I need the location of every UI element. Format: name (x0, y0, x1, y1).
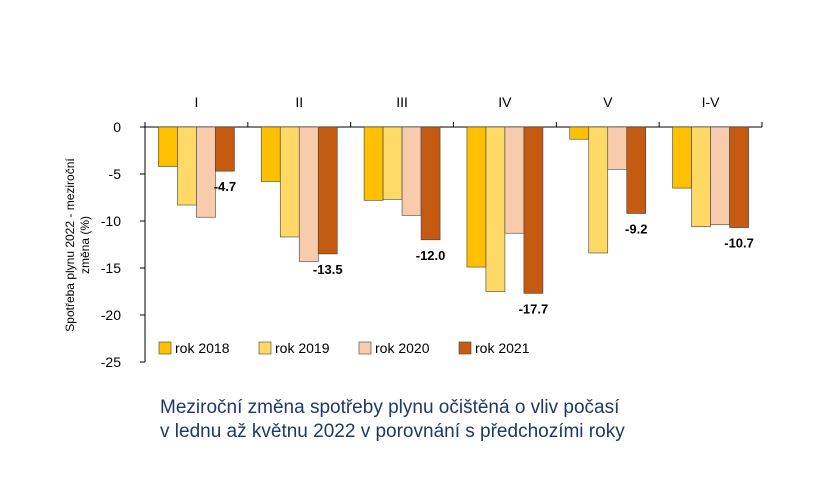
legend-label: rok 2019 (275, 340, 330, 356)
bar-rok-2020-V (607, 126, 628, 170)
data-label: -9.2 (625, 221, 647, 236)
caption-line-2: v lednu až květnu 2022 v porovnání s pře… (160, 421, 625, 442)
y-tick-label: -15 (101, 260, 121, 276)
bar-rok-2018-III (363, 126, 384, 201)
bar-rok-2019-V (588, 126, 609, 254)
bar-rok-2018-I-V (672, 126, 692, 189)
y-axis-title-line: Spotřeba plynu 2022 - meziroční (63, 158, 77, 332)
bar-rok-2019-IV (485, 126, 506, 292)
legend-swatch (358, 341, 372, 355)
y-tick-label: -25 (101, 354, 121, 370)
bar-rok-2019-II (279, 126, 300, 238)
bar-rok-2021-V (626, 126, 647, 214)
bar-rok-2020-IV (504, 126, 525, 234)
bar-rok-2021-I (215, 126, 235, 172)
bar-rok-2021-III (420, 126, 441, 241)
bar-rok-2020-III (401, 126, 422, 216)
legend-label: rok 2021 (475, 340, 530, 356)
data-label: -4.7 (214, 179, 236, 194)
legend-swatch (158, 341, 172, 355)
category-label: IV (498, 94, 512, 110)
bar-rok-2020-I-V (710, 126, 730, 226)
category-label: II (295, 94, 303, 110)
bar-rok-2018-IV (466, 126, 487, 268)
data-label: -17.7 (519, 301, 549, 316)
bar-rok-2021-I-V (729, 126, 749, 228)
legend-label: rok 2018 (175, 340, 230, 356)
legend-label: rok 2020 (375, 340, 430, 356)
data-label: -13.5 (313, 262, 343, 277)
chart-caption: Meziroční změna spotřeby plynu očištěná … (160, 396, 780, 444)
bar-rok-2019-I-V (691, 126, 711, 227)
y-axis-title-line: změna (%) (78, 216, 92, 274)
bar-rok-2019-I (177, 126, 197, 206)
y-axis-title: Spotřeba plynu 2022 - meziročnízměna (%) (63, 158, 92, 332)
bar-rok-2020-I (196, 126, 216, 218)
bar-rok-2021-IV (523, 126, 544, 294)
category-label: I (194, 94, 198, 110)
bar-rok-2021-II (317, 126, 338, 255)
category-label: III (396, 94, 408, 110)
bar-rok-2018-V (569, 126, 590, 140)
legend-swatch (458, 341, 472, 355)
caption-line-1: Meziroční změna spotřeby plynu očištěná … (160, 397, 620, 418)
legend-swatch (258, 341, 272, 355)
y-tick-label: 0 (113, 119, 121, 135)
y-tick-label: -20 (101, 307, 121, 323)
gas-consumption-chart: 0-5-10-15-20-25I II III IV V I-V-4.7-13.5-12.… (63, 94, 763, 370)
bar-rok-2018-II (260, 126, 281, 182)
bar-rok-2020-II (298, 126, 319, 262)
bar-rok-2019-III (382, 126, 403, 200)
bar-rok-2018-I (158, 126, 178, 167)
category-label: I-V (702, 94, 721, 110)
data-label: -10.7 (724, 236, 754, 251)
y-tick-label: -5 (109, 166, 122, 182)
y-tick-label: -10 (101, 213, 121, 229)
category-label: V (603, 94, 613, 110)
data-label: -12.0 (416, 248, 446, 263)
